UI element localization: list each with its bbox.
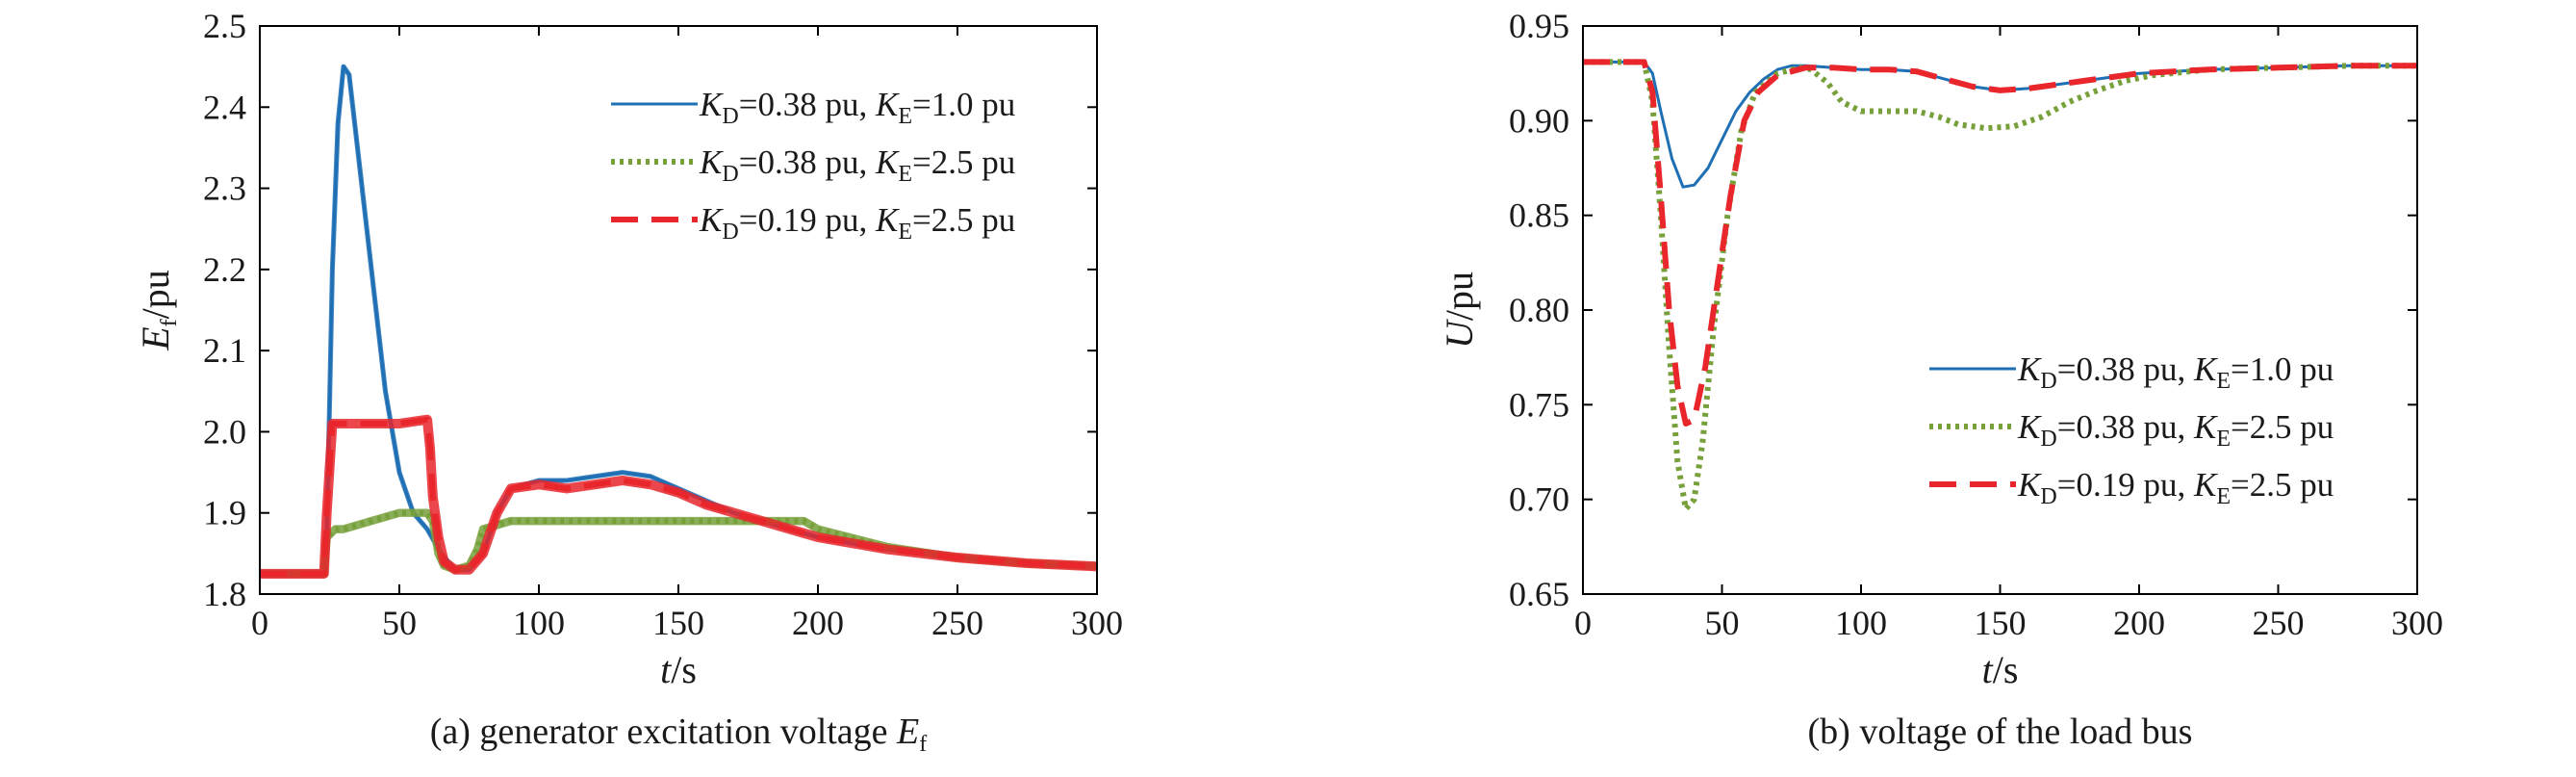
chart-a-x-tick-label: 250 — [931, 604, 983, 642]
chart-b-x-tick-label: 250 — [2253, 604, 2305, 642]
chart-a-series-3-line — [260, 416, 1098, 577]
chart-a-caption: (a) generator excitation voltage Ef — [430, 712, 928, 757]
chart-b: 0 50 100 150 200 250 300 0.650.700.750.800.850… — [1438, 7, 2443, 752]
chart-a-y-tick-label: 2.2 — [203, 250, 246, 289]
chart-b-y-tick-label: 0.95 — [1509, 7, 1569, 45]
chart-a-series-3-oscillation-band — [260, 414, 1098, 579]
chart-a-lines — [260, 64, 1098, 579]
chart-b-legend: KD=0.38 pu, KE=1.0 pu KD=0.38 pu, KE=2.5 … — [1929, 350, 2334, 509]
chart-a-legend: KD=0.38 pu, KE=1.0 pu KD=0.38 pu, KE=2.5 … — [611, 86, 1015, 245]
chart-b-y-tick-label: 0.70 — [1509, 480, 1569, 519]
chart-a-x-tick-label: 0 — [251, 604, 268, 642]
chart-a-legend-entry-2: KD=0.38 pu, KE=2.5 pu — [699, 143, 1015, 187]
chart-b-legend-entry-3: KD=0.19 pu, KE=2.5 pu — [2017, 466, 2334, 509]
chart-b-caption: (b) voltage of the load bus — [1808, 712, 2193, 752]
chart-b-y-axis-label: U/pu — [1438, 272, 1481, 349]
chart-a-y-tick-label: 2.1 — [203, 331, 246, 370]
chart-b-x-tick-label: 150 — [1975, 604, 2027, 642]
chart-b-y-tick-label: 0.80 — [1509, 291, 1569, 329]
chart-a: 0 50 100 150 200 250 300 1.8 1.9 2.0 2.1 2.2 2.3 2.4… — [134, 7, 1123, 757]
chart-a-y-tick-label: 1.9 — [203, 494, 246, 532]
chart-a-x-tick-label: 200 — [792, 604, 844, 642]
chart-b-x-tick-label: 100 — [1835, 604, 1887, 642]
chart-a-x-tick-label: 300 — [1071, 604, 1123, 642]
chart-a-y-tick-label: 2.3 — [203, 169, 246, 208]
chart-a-y-axis-label: Ef/pu — [134, 270, 182, 351]
chart-a-y-tick-label: 2.0 — [203, 412, 246, 451]
chart-a-y-tick-label: 1.8 — [203, 575, 246, 613]
chart-b-x-axis-label: t/s — [1982, 648, 2019, 691]
chart-b-x-tick-label: 200 — [2113, 604, 2165, 642]
chart-a-x-tick-label: 150 — [652, 604, 704, 642]
chart-b-legend-entry-1: KD=0.38 pu, KE=1.0 pu — [2017, 350, 2334, 394]
chart-a-legend-entry-1: KD=0.38 pu, KE=1.0 pu — [699, 86, 1015, 129]
chart-b-lines — [1583, 59, 2417, 512]
chart-b-x-tick-label: 50 — [1705, 604, 1740, 642]
chart-b-series-2-line — [1583, 59, 2417, 512]
chart-a-y-tick-label: 2.5 — [203, 7, 246, 45]
chart-a-x-axis: 0 50 100 150 200 250 300 — [251, 26, 1123, 642]
chart-b-plot-frame — [1582, 25, 2418, 595]
chart-b-y-axis: 0.65 0.70 0.75 0.80 0.85 0.90 0.95 — [1509, 7, 2417, 613]
chart-b-x-axis: 0 50 100 150 200 250 300 — [1574, 26, 2443, 642]
chart-a-x-axis-label: t/s — [660, 648, 697, 691]
chart-a-y-axis: 1.8 1.9 2.0 2.1 2.2 2.3 2.4 2.5 — [203, 7, 1097, 613]
chart-a-series-2-oscillation-band — [260, 508, 1098, 579]
chart-b-x-tick-label: 0 — [1574, 604, 1592, 642]
chart-b-y-tick-label: 0.85 — [1509, 196, 1569, 235]
chart-b-y-tick-label: 0.75 — [1509, 385, 1569, 424]
chart-b-x-tick-label: 300 — [2391, 604, 2443, 642]
chart-a-x-tick-label: 100 — [513, 604, 565, 642]
chart-b-y-tick-label: 0.90 — [1509, 101, 1569, 140]
chart-b-y-tick-label: 0.65 — [1509, 575, 1569, 613]
chart-a-legend-entry-3: KD=0.19 pu, KE=2.5 pu — [699, 201, 1015, 245]
chart-b-series-3-line — [1583, 59, 2417, 427]
chart-a-y-tick-label: 2.4 — [203, 88, 246, 126]
chart-b-legend-entry-2: KD=0.38 pu, KE=2.5 pu — [2017, 408, 2334, 452]
chart-a-x-tick-label: 50 — [382, 604, 417, 642]
